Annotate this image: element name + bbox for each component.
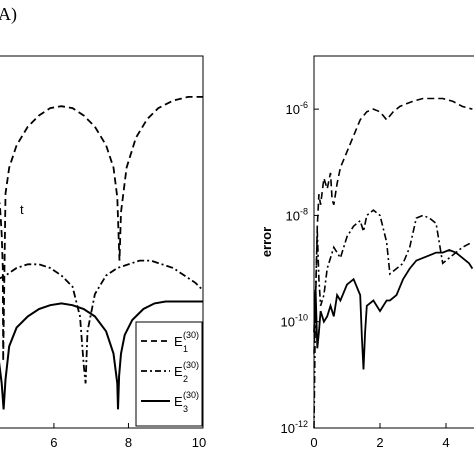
left-x-tick-label: 8	[125, 435, 132, 450]
legend-sub-e2: 2	[183, 374, 188, 384]
left-series-line-1	[0, 96, 203, 362]
right-x-tick-label: 2	[376, 435, 383, 450]
legend-sup-e1: (30)	[183, 330, 199, 340]
legend-label-e3: E	[174, 394, 183, 409]
right-y-axis-label: error	[259, 227, 274, 257]
right-x-tick-label: 0	[310, 435, 317, 450]
legend-box	[135, 321, 203, 427]
right-plot-frame	[313, 55, 474, 429]
right-x-tick-label: 4	[442, 435, 449, 450]
left-series-line-2	[0, 259, 204, 384]
right-chart: 10-12 10-10 10-8 10-6 0 2 4 error	[259, 55, 474, 450]
left-x-tick-label: 10	[192, 435, 206, 450]
panel-label: A)	[0, 4, 17, 25]
left-plot-frame	[0, 55, 204, 429]
right-y-tick-label: 10-12	[281, 419, 308, 436]
left-legend: E (30) 1 E (30) 2 E (30) 3	[135, 321, 203, 427]
right-series-line-3	[313, 249, 474, 370]
left-x-tick-label: 6	[50, 435, 57, 450]
legend-label-e2: E	[174, 364, 183, 379]
legend-sup-e3: (30)	[183, 390, 199, 400]
legend-sub-e3: 3	[183, 404, 188, 414]
right-y-tick-label: 10-8	[286, 206, 308, 223]
right-series-line-1	[313, 97, 473, 354]
legend-label-e1: E	[174, 334, 183, 349]
right-y-tick-label: 10-10	[281, 313, 308, 330]
right-y-tick-label: 10-6	[286, 100, 308, 117]
right-series-line-2	[313, 209, 473, 429]
legend-sup-e2: (30)	[183, 360, 199, 370]
left-x-axis-label: t	[20, 202, 24, 217]
left-series-line-3	[0, 300, 203, 410]
left-chart: 6 8 10 t E (30) 1 E (30) 2 E (30) 3	[0, 55, 206, 450]
legend-sub-e1: 1	[183, 344, 188, 354]
